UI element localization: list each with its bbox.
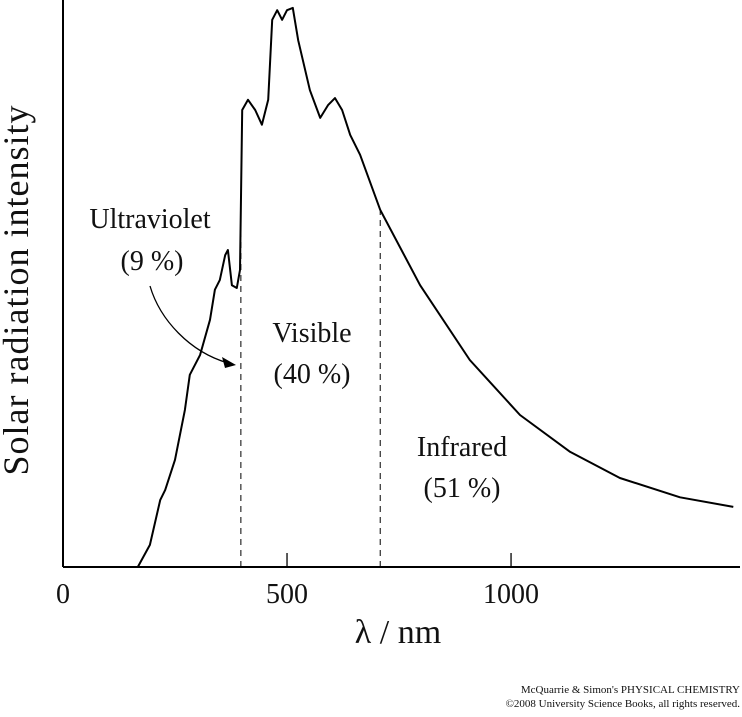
region-share: (40 %) [274, 359, 351, 390]
region-share: (51 %) [424, 473, 501, 504]
spectrum-line [136, 6, 734, 568]
annotation-arrow [149, 285, 229, 364]
x-tick-label: 1000 [483, 579, 539, 610]
region-name: Ultraviolet [89, 204, 211, 235]
region-share: (9 %) [121, 246, 184, 277]
credit: McQuarrie & Simon's PHYSICAL CHEMISTRY [521, 684, 740, 696]
x-axis-label: λ / nm [355, 614, 441, 651]
x-tick-label: 500 [266, 579, 308, 610]
x-tick-label: 0 [56, 579, 70, 610]
region-name: Visible [272, 318, 351, 349]
arrow-head [222, 357, 236, 368]
y-axis-label: Solar radiation intensity [0, 105, 36, 476]
credit: ©2008 University Science Books, all righ… [506, 698, 741, 710]
region-name: Infrared [417, 432, 507, 463]
